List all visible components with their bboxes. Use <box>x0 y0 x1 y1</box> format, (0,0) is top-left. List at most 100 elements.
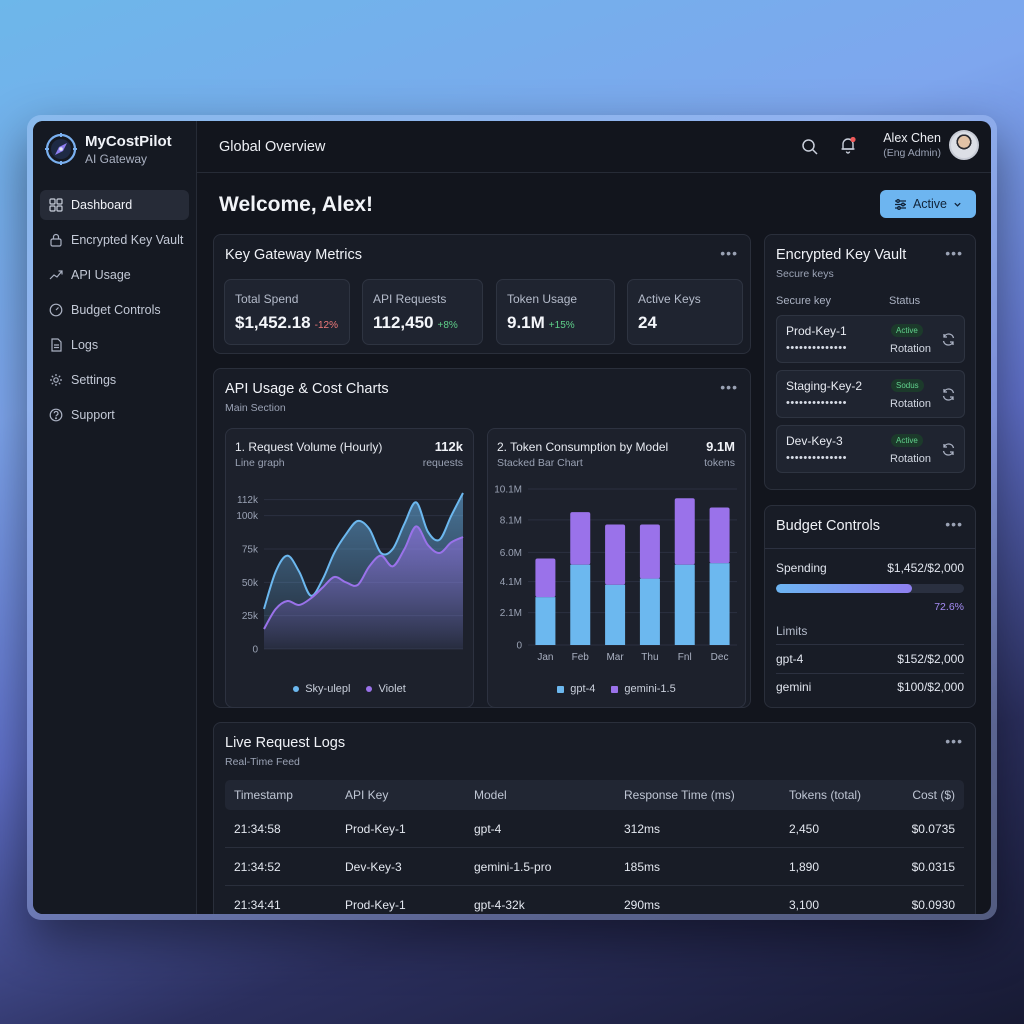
key-row[interactable]: Prod-Key-1 •••••••••••••• Active Rotatio… <box>776 315 965 363</box>
sidebar-item-api-usage[interactable]: API Usage <box>40 260 189 290</box>
compass-logo-icon <box>45 133 77 165</box>
chevron-down-icon <box>954 202 961 207</box>
x-tick-label: Mar <box>606 652 624 663</box>
key-vault-card: Encrypted Key Vault Secure keys ••• Secu… <box>764 234 976 490</box>
cell-response-time: 185ms <box>624 859 661 874</box>
live-logs-card: Live Request Logs Real-Time Feed ••• Tim… <box>213 722 976 914</box>
y-tick-label: 112k <box>237 495 259 506</box>
key-row[interactable]: Dev-Key-3 •••••••••••••• Active Rotation <box>776 425 965 473</box>
sidebar-item-logs[interactable]: Logs <box>40 330 189 360</box>
more-options-icon[interactable]: ••• <box>945 516 963 532</box>
key-status: Rotation <box>890 398 931 410</box>
app-window: MyCostPilot AI Gateway Dashboard Encrypt… <box>27 115 997 920</box>
user-name: Alex Chen <box>883 131 941 145</box>
key-masked-value: •••••••••••••• <box>786 397 847 409</box>
sidebar-item-settings[interactable]: Settings <box>40 365 189 395</box>
y-tick-label: 0 <box>516 641 522 652</box>
sidebar-item-budget-controls[interactable]: Budget Controls <box>40 295 189 325</box>
legend-gemini-swatch-icon <box>611 685 619 693</box>
x-tick-label: Feb <box>572 652 590 663</box>
column-header[interactable]: Cost ($) <box>912 788 955 802</box>
status-badge: Active <box>891 324 923 337</box>
legend-label: gemini-1.5 <box>624 683 676 695</box>
refresh-icon[interactable] <box>941 442 956 457</box>
bar-chart-plot: 0 2.1M 4.1M 6.0M 8.1M 10.1M Jan Feb Mar Thu Fnl Dec <box>494 485 737 663</box>
legend-label: gpt-4 <box>570 683 596 695</box>
refresh-icon[interactable] <box>941 332 956 347</box>
metric-delta: +8% <box>437 320 458 331</box>
metric-value: 9.1M <box>507 313 545 332</box>
more-options-icon[interactable]: ••• <box>945 245 963 261</box>
bar-gpt-4 <box>570 564 591 645</box>
more-options-icon[interactable]: ••• <box>945 733 963 749</box>
sidebar-item-key-vault[interactable]: Encrypted Key Vault <box>40 225 189 255</box>
budget-title: Budget Controls <box>776 518 880 534</box>
cell-tokens: 1,890 <box>789 859 820 874</box>
metric-label: Active Keys <box>638 292 701 306</box>
sidebar-item-label: Encrypted Key Vault <box>71 233 184 247</box>
table-row[interactable]: 21:34:41 Prod-Key-1 gpt-4-32k 290ms 3,10… <box>225 886 964 914</box>
column-header[interactable]: Timestamp <box>234 788 293 802</box>
cell-cost: $0.0735 <box>911 821 955 836</box>
metric-label: Total Spend <box>235 292 299 306</box>
x-tick-label: Thu <box>641 652 658 663</box>
legend-item: Violet <box>366 683 406 695</box>
legend-item: gpt-4 <box>557 683 595 695</box>
cell-api-key: Prod-Key-1 <box>345 898 406 912</box>
column-header[interactable]: Response Time (ms) <box>624 788 735 802</box>
chart-unit: requests <box>422 457 463 469</box>
request-volume-chart: 1. Request Volume (Hourly) Line graph 11… <box>225 428 474 708</box>
y-tick-label: 100k <box>236 511 259 522</box>
bar-gemini-1.5 <box>570 512 591 565</box>
cell-cost: $0.0315 <box>911 859 955 874</box>
cell-tokens: 2,450 <box>789 821 820 836</box>
brand[interactable]: MyCostPilot AI Gateway <box>43 131 172 167</box>
sidebar-item-label: Dashboard <box>71 198 133 212</box>
chart-total: 112k <box>434 439 463 454</box>
legend-item: gemini-1.5 <box>611 683 676 695</box>
search-icon[interactable] <box>801 138 819 156</box>
bar-gemini-1.5 <box>605 524 626 585</box>
key-status: Rotation <box>890 453 931 465</box>
column-header[interactable]: API Key <box>345 788 389 802</box>
lock-icon <box>50 233 62 247</box>
y-tick-label: 75k <box>242 545 259 556</box>
table-row[interactable]: 21:34:58 Prod-Key-1 gpt-4 312ms 2,450 $0… <box>225 810 964 848</box>
metrics-card: Key Gateway Metrics ••• Total Spend $1,4… <box>213 234 751 354</box>
chart-unit: tokens <box>704 457 735 469</box>
vault-title: Encrypted Key Vault <box>776 247 907 263</box>
logs-title: Live Request Logs <box>225 735 346 751</box>
legend-item: Sky-ulepl <box>293 683 350 695</box>
spending-value: $1,452/$2,000 <box>887 561 964 575</box>
metric-value: 24 <box>638 313 657 332</box>
cell-api-key: Prod-Key-1 <box>345 821 406 836</box>
more-options-icon[interactable]: ••• <box>720 379 738 395</box>
user-profile[interactable]: Alex Chen (Eng Admin) <box>883 130 979 160</box>
legend-gpt4-swatch-icon <box>557 685 565 693</box>
area-chart-plot: 0 25k 50k 75k 100k 112k <box>236 492 464 656</box>
y-tick-label: 50k <box>242 578 259 589</box>
status-filter-button[interactable]: Active <box>880 190 976 218</box>
x-tick-label: Dec <box>711 652 729 663</box>
avatar[interactable] <box>949 130 979 160</box>
bell-icon[interactable] <box>839 136 857 154</box>
help-icon <box>49 408 63 422</box>
key-row[interactable]: Staging-Key-2 •••••••••••••• Sodus Rotat… <box>776 370 965 418</box>
logs-table: Timestamp API Key Model Response Time (m… <box>225 780 964 914</box>
bar-gemini-1.5 <box>639 524 660 579</box>
column-header[interactable]: Tokens (total) <box>789 788 862 802</box>
sidebar-item-support[interactable]: Support <box>40 400 189 430</box>
page-title: Global Overview <box>219 138 326 155</box>
y-tick-label: 10.1M <box>494 485 522 496</box>
refresh-icon[interactable] <box>941 387 956 402</box>
more-options-icon[interactable]: ••• <box>720 245 738 261</box>
key-status: Rotation <box>890 343 931 355</box>
metric-total-spend: Total Spend $1,452.18 -12% <box>224 279 350 345</box>
table-row[interactable]: 21:34:52 Dev-Key-3 gemini-1.5-pro 185ms … <box>225 848 964 886</box>
legend-sky-swatch-icon <box>293 686 300 693</box>
column-header[interactable]: Model <box>474 788 507 802</box>
sidebar-item-dashboard[interactable]: Dashboard <box>40 190 189 220</box>
key-masked-value: •••••••••••••• <box>786 342 847 354</box>
chart-total: 9.1M <box>706 439 735 454</box>
sidebar-item-label: Budget Controls <box>71 303 161 317</box>
